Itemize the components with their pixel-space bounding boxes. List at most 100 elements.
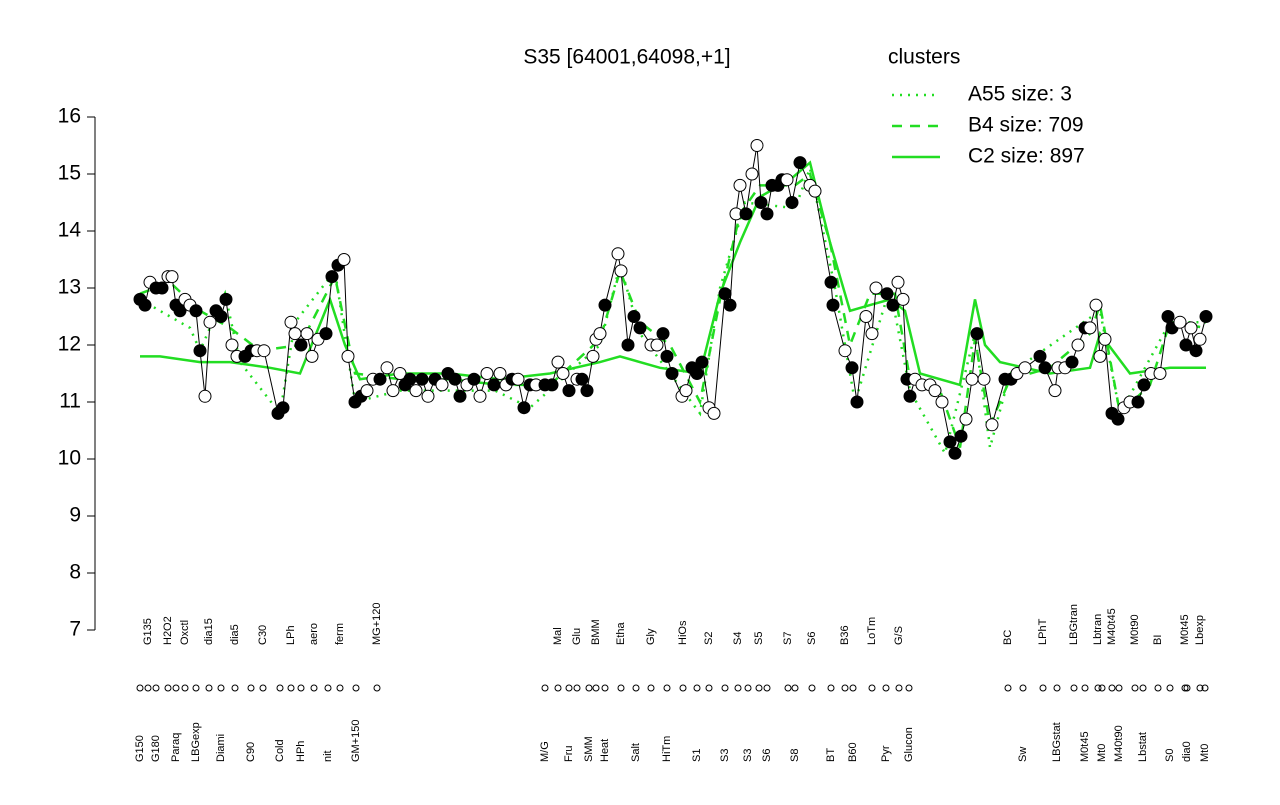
data-point — [189, 304, 203, 318]
data-point — [869, 281, 883, 295]
data-point — [580, 384, 594, 398]
data-point — [985, 418, 999, 432]
x-tick-label: M/G — [539, 741, 551, 762]
x-tick-mark — [808, 684, 816, 692]
x-tick-label: G150 — [134, 735, 146, 762]
data-point — [824, 275, 838, 289]
data-point — [1184, 321, 1198, 335]
data-point — [325, 270, 339, 284]
x-tick-label: LPh — [285, 625, 297, 645]
x-tick-mark — [1181, 684, 1189, 692]
data-point — [1018, 361, 1032, 375]
chart-title: S35 [64001,64098,+1] — [523, 46, 730, 69]
data-point — [467, 372, 481, 386]
data-point — [627, 310, 641, 323]
data-point — [598, 298, 612, 312]
data-point — [780, 173, 794, 187]
x-tick-mark — [1081, 684, 1089, 692]
x-tick-label: S7 — [782, 632, 794, 645]
data-point — [1189, 344, 1203, 358]
x-tick-label: C30 — [257, 625, 269, 645]
x-tick-label: Oxctl — [179, 620, 191, 645]
x-tick-mark — [565, 684, 573, 692]
x-tick-mark — [784, 684, 792, 692]
x-tick-label: aero — [308, 623, 320, 645]
data-point — [880, 287, 894, 301]
x-tick-label: nit — [322, 750, 334, 762]
x-tick-mark — [905, 684, 913, 692]
x-tick-mark — [721, 684, 729, 692]
data-point — [373, 372, 387, 386]
x-tick-label: Glu — [571, 628, 583, 645]
data-point — [948, 446, 962, 460]
data-line — [139, 145, 1207, 455]
x-tick-mark — [791, 684, 799, 692]
x-tick-mark — [1115, 684, 1123, 692]
x-tick-label: H2O2 — [162, 616, 174, 645]
data-point — [435, 378, 449, 392]
y-tick-label: 14 — [58, 219, 82, 242]
x-tick-label: LoTm — [866, 617, 878, 645]
x-tick-mark — [336, 684, 344, 692]
data-point — [165, 270, 179, 284]
y-tick-label: 7 — [69, 618, 81, 641]
x-tick-mark — [882, 684, 890, 692]
x-tick-label: G135 — [142, 618, 154, 645]
data-point — [225, 338, 239, 352]
data-point — [754, 196, 768, 209]
data-point — [448, 372, 462, 386]
x-tick-label: Mt0 — [1096, 744, 1108, 762]
x-tick-label: S4 — [732, 632, 744, 645]
x-tick-label: ferm — [334, 623, 346, 645]
x-tick-label: Lbexp — [1194, 615, 1206, 645]
data-point — [1038, 361, 1052, 375]
data-point — [198, 389, 212, 403]
data-point — [808, 184, 822, 198]
data-point — [660, 349, 674, 363]
x-tick-mark — [841, 684, 849, 692]
data-point — [545, 378, 559, 392]
data-point — [276, 401, 290, 415]
x-tick-mark — [276, 684, 284, 692]
data-point — [679, 384, 693, 398]
data-point — [511, 372, 525, 386]
x-tick-mark — [705, 684, 713, 692]
data-point — [1083, 321, 1097, 335]
x-tick-label: S0 — [1164, 749, 1176, 762]
data-point — [886, 298, 900, 312]
x-tick-label: S3 — [742, 749, 754, 762]
x-tick-label: Cold — [274, 739, 286, 762]
data-point — [294, 338, 308, 352]
data-point — [760, 207, 774, 221]
x-tick-label: MG+120 — [371, 603, 383, 646]
x-tick-label: Diami — [215, 734, 227, 762]
x-tick-mark — [663, 684, 671, 692]
x-tick-mark — [693, 684, 701, 692]
data-point — [621, 338, 635, 352]
legend-label: A55 size: 3 — [968, 83, 1072, 106]
x-tick-label: Lbstat — [1137, 732, 1149, 762]
x-tick-label: BMM — [590, 619, 602, 645]
x-tick-mark — [181, 684, 189, 692]
x-tick-label: HPh — [295, 741, 307, 762]
x-tick-mark — [164, 684, 172, 692]
x-tick-mark — [895, 684, 903, 692]
x-tick-mark — [734, 684, 742, 692]
x-tick-label: B60 — [847, 742, 859, 762]
data-point — [1137, 378, 1151, 392]
x-tick-mark — [217, 684, 225, 692]
x-tick-mark — [592, 684, 600, 692]
x-tick-mark — [763, 684, 771, 692]
x-tick-label: Mal — [552, 627, 564, 645]
y-tick-label: 16 — [58, 105, 81, 128]
y-tick-label: 9 — [69, 504, 81, 527]
x-tick-mark — [1154, 684, 1162, 692]
data-point — [473, 389, 487, 403]
x-tick-mark — [868, 684, 876, 692]
x-tick-mark — [755, 684, 763, 692]
data-point — [970, 327, 984, 341]
x-tick-mark — [1139, 684, 1147, 692]
x-tick-label: M0t45 — [1179, 614, 1191, 645]
data-point — [1173, 315, 1187, 329]
data-point — [1098, 332, 1112, 346]
